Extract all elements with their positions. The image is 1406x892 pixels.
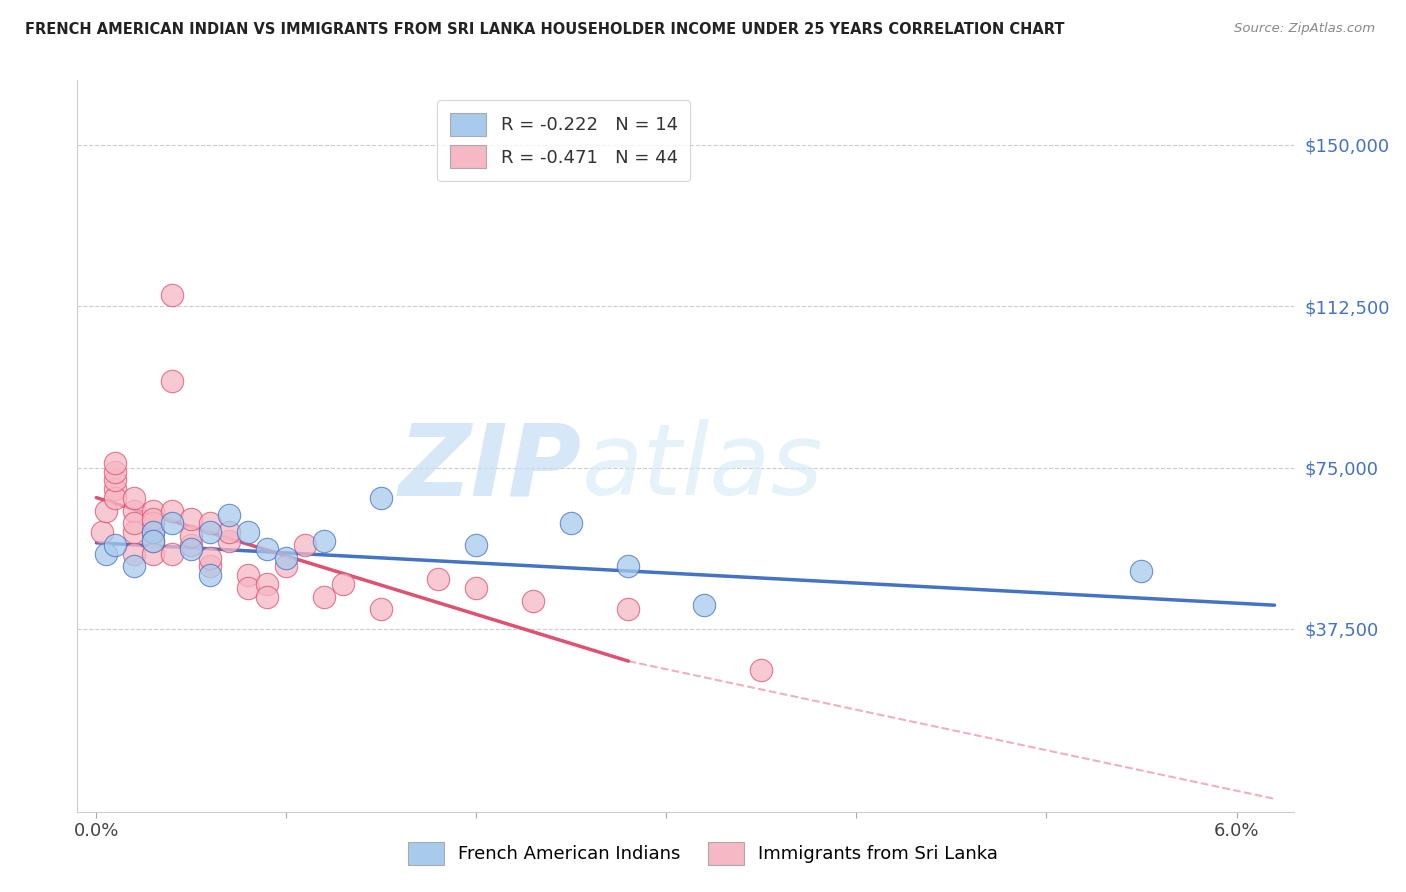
Point [142,524,165,539]
Point [162,288,184,302]
Text: FRENCH AMERICAN INDIAN VS IMMIGRANTS FROM SRI LANKA HOUSEHOLDER INCOME UNDER 25 : FRENCH AMERICAN INDIAN VS IMMIGRANTS FRO… [25,22,1064,37]
Point [427,573,450,587]
Point [465,581,488,595]
Point [142,512,165,526]
Point [142,547,165,561]
Point [162,547,184,561]
Point [276,550,298,565]
Text: atlas: atlas [582,419,824,516]
Point [124,503,146,517]
Point [180,529,202,543]
Point [617,602,640,616]
Point [617,559,640,574]
Point [218,533,240,548]
Point [124,524,146,539]
Point [256,542,278,557]
Point [751,663,773,677]
Point [200,516,222,531]
Point [238,581,260,595]
Point [91,524,114,539]
Point [370,491,392,505]
Point [124,491,146,505]
Point [162,516,184,531]
Point [94,503,117,517]
Point [370,602,392,616]
Point [104,491,127,505]
Point [104,482,127,496]
Point [560,516,582,531]
Text: ZIP: ZIP [399,419,582,516]
Point [104,456,127,470]
Point [332,576,354,591]
Point [238,524,260,539]
Point [200,524,222,539]
Point [276,559,298,574]
Point [124,547,146,561]
Y-axis label: Householder Income Under 25 years: Householder Income Under 25 years [0,306,7,586]
Point [104,538,127,552]
Point [142,516,165,531]
Point [142,503,165,517]
Point [200,550,222,565]
Point [124,559,146,574]
Point [294,538,316,552]
Point [142,533,165,548]
Point [124,516,146,531]
Text: Source: ZipAtlas.com: Source: ZipAtlas.com [1234,22,1375,36]
Point [142,533,165,548]
Point [1130,564,1153,578]
Point [180,542,202,557]
Point [218,508,240,522]
Legend: French American Indians, Immigrants from Sri Lanka: French American Indians, Immigrants from… [401,835,1005,872]
Point [104,465,127,479]
Point [142,524,165,539]
Point [256,590,278,604]
Point [256,576,278,591]
Point [465,538,488,552]
Point [522,594,544,608]
Point [104,474,127,488]
Point [162,503,184,517]
Point [180,512,202,526]
Point [200,568,222,582]
Point [218,524,240,539]
Point [94,547,117,561]
Legend: R = -0.222   N = 14, R = -0.471   N = 44: R = -0.222 N = 14, R = -0.471 N = 44 [437,100,690,181]
Point [314,533,336,548]
Point [314,590,336,604]
Point [693,598,716,612]
Point [180,538,202,552]
Point [162,375,184,389]
Point [238,568,260,582]
Point [200,559,222,574]
